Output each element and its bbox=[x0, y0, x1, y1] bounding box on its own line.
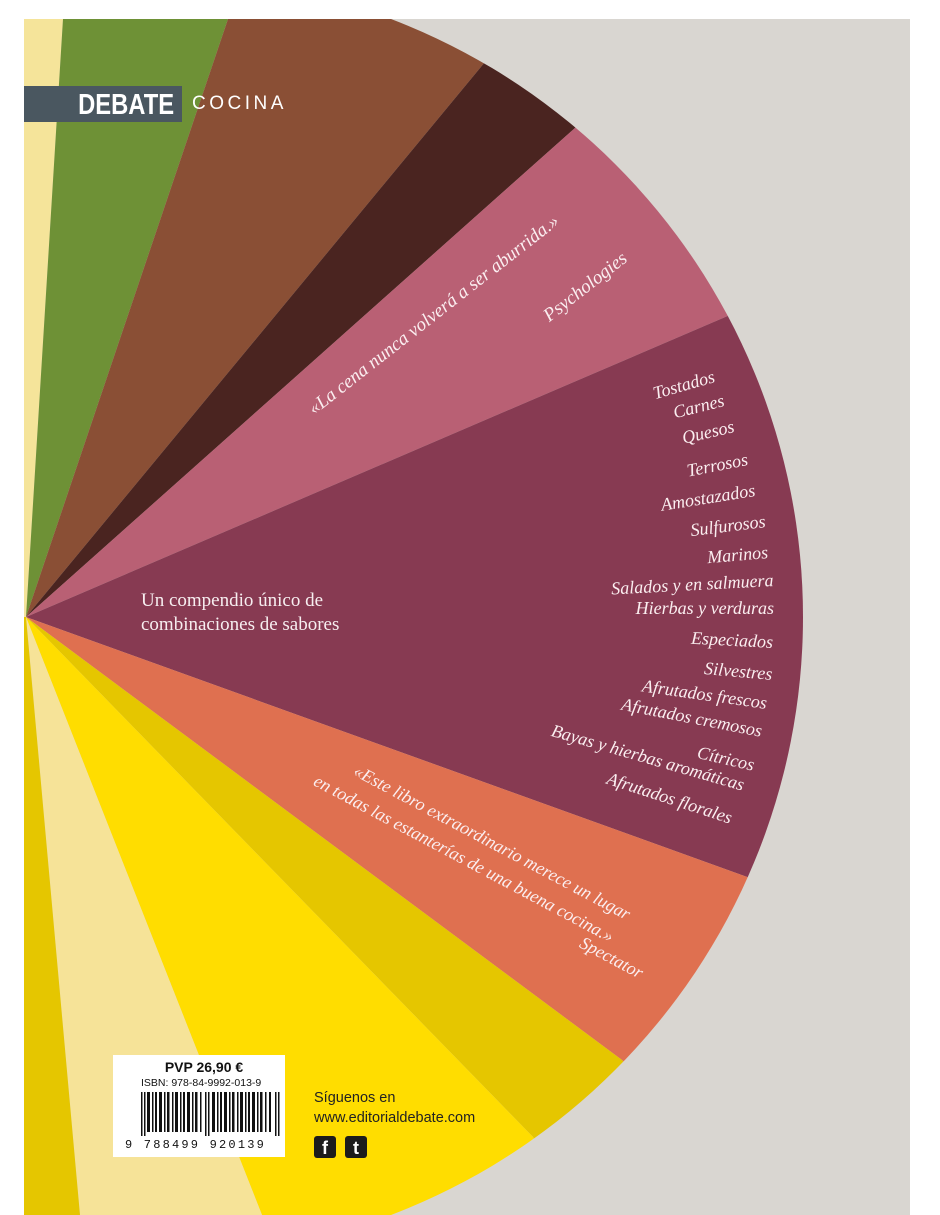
wedge-pale-yellow-top-b bbox=[24, 19, 63, 617]
book-back-cover bbox=[24, 19, 910, 1215]
tagline: Un compendio único de combinaciones de s… bbox=[141, 589, 339, 637]
tagline-line-2: combinaciones de sabores bbox=[141, 614, 340, 635]
collection-name: COCINA bbox=[192, 93, 287, 114]
wedge-maroon bbox=[26, 19, 803, 1200]
flavor-item: Hierbas y verduras bbox=[635, 598, 774, 618]
price-barcode-label: PVP 26,90 € ISBN: 978-84-9992-013-9 9 78… bbox=[113, 1055, 285, 1157]
facebook-icon[interactable]: f bbox=[314, 1136, 336, 1158]
price: PVP 26,90 € bbox=[164, 1059, 244, 1075]
follow-us: Síguenos en www.editorialdebate.com bbox=[314, 1088, 475, 1128]
tagline-line-1: Un compendio único de bbox=[141, 590, 324, 611]
isbn: ISBN: 978-84-9992-013-9 bbox=[141, 1077, 262, 1089]
twitter-icon[interactable]: t bbox=[345, 1136, 367, 1158]
wedge-brown bbox=[26, 19, 803, 617]
follow-label: Síguenos en bbox=[314, 1090, 396, 1106]
flavor-item: Especiados bbox=[690, 627, 774, 652]
publisher-logo-bar: DEBATE bbox=[24, 86, 182, 122]
barcode-digits: 9 788499 920139 bbox=[125, 1138, 267, 1152]
website-link[interactable]: www.editorialdebate.com bbox=[314, 1110, 476, 1126]
publisher-logo: DEBATE bbox=[77, 89, 174, 121]
wedge-green bbox=[26, 19, 350, 617]
barcode bbox=[141, 1092, 280, 1136]
